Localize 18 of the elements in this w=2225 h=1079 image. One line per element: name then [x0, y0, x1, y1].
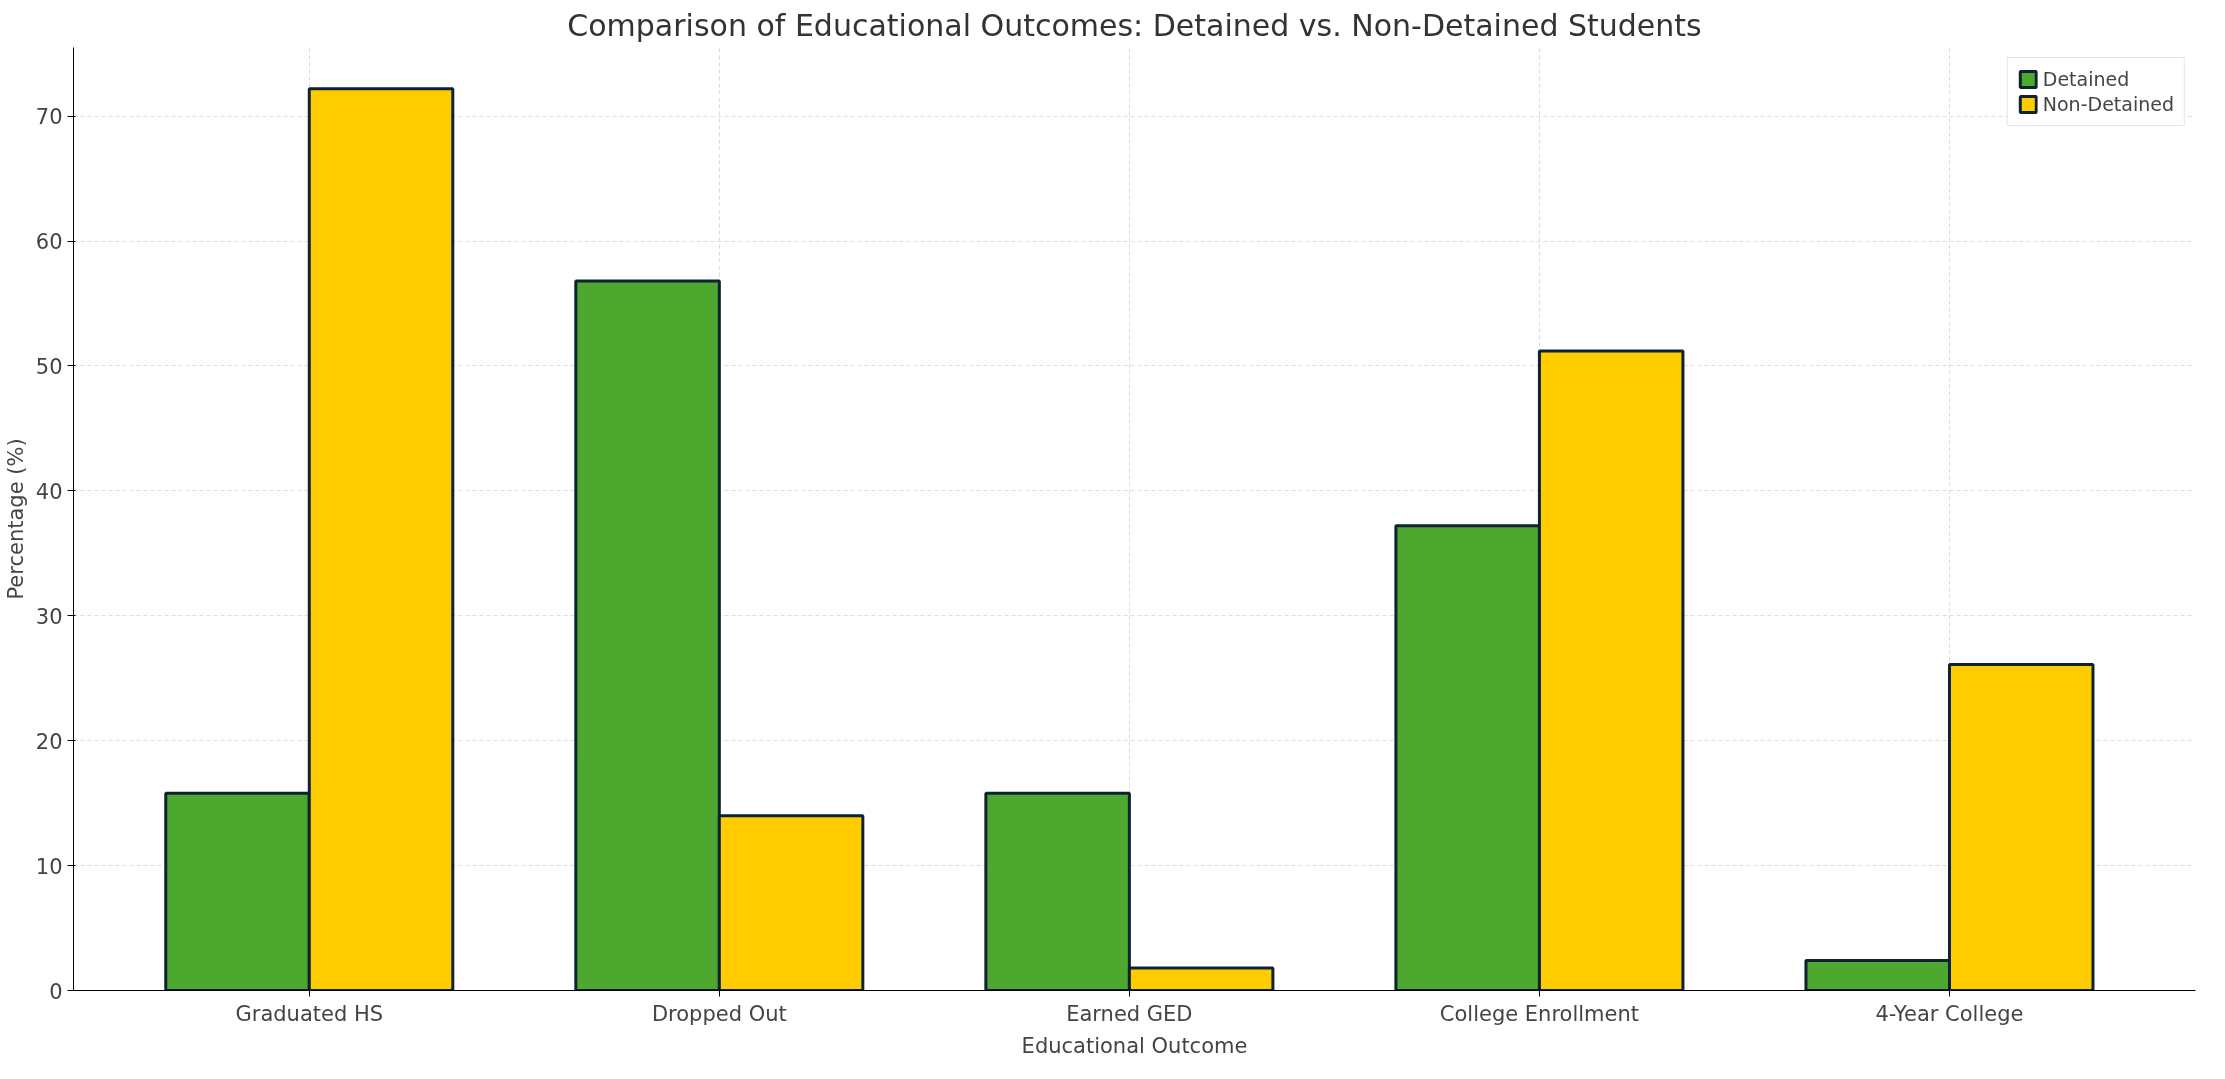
x-axis-title: Educational Outcome — [1021, 1033, 1248, 1058]
x-tick-label: Dropped Out — [651, 1001, 787, 1026]
y-tick-label: 50 — [35, 355, 63, 379]
x-tick-label: Graduated HS — [235, 1001, 384, 1026]
y-tick-label: 0 — [49, 979, 63, 1004]
y-tick-label: 20 — [35, 729, 63, 754]
x-tick-label: College Enrollment — [1439, 1001, 1640, 1026]
y-tick-label: 60 — [35, 230, 63, 255]
y-tick-label: 40 — [35, 479, 63, 504]
y-tick-label: 70 — [35, 105, 63, 130]
x-tick-label: 4-Year College — [1875, 1001, 2024, 1026]
legend-label: Non-Detained — [2042, 93, 2174, 115]
chart-title: Comparison of Educational Outcomes: Detained vs. Non-Detained Students — [567, 7, 1702, 43]
y-tick-label: 10 — [35, 854, 63, 879]
y-axis-title: Percentage (%) — [3, 438, 28, 600]
x-tick-label: Earned GED — [1066, 1001, 1193, 1026]
legend-label: Detained — [2042, 68, 2130, 90]
y-tick-label: 30 — [35, 604, 63, 629]
